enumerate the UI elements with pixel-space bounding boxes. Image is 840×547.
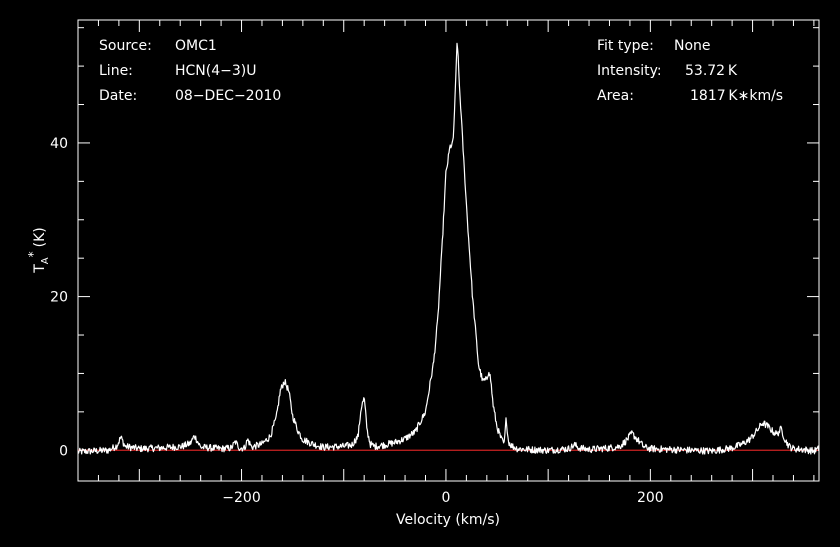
- info-date-value: 08−DEC−2010: [175, 88, 281, 104]
- y-tick-label: 0: [59, 443, 68, 459]
- y-axis-label-superscript: *: [26, 251, 40, 257]
- spectrum-series-line: [77, 42, 820, 455]
- info-source-key: Source:: [99, 38, 152, 54]
- info-area-value: 1817 K∗km/s: [690, 88, 783, 104]
- x-tick-label: 200: [637, 490, 664, 506]
- info-fittype-key: Fit type:: [597, 38, 654, 54]
- info-intensity-value: 53.72 K: [685, 63, 738, 79]
- info-area-key: Area:: [597, 88, 634, 104]
- info-line-value: HCN(4−3)U: [175, 63, 257, 79]
- y-tick-label: 40: [50, 136, 68, 152]
- plot-frame: [77, 19, 820, 482]
- y-axis-label: TA* (K): [26, 227, 51, 274]
- info-date-key: Date:: [99, 88, 137, 104]
- y-tick-label: 20: [50, 290, 68, 306]
- info-source-value: OMC1: [175, 38, 217, 54]
- y-axis-label-subscript: A: [40, 257, 51, 264]
- svg-text:TA*(K): TA* (K): [26, 227, 51, 274]
- y-axis-label-symbol: T: [32, 264, 48, 274]
- x-tick-label: −200: [222, 490, 260, 506]
- info-left: Source: OMC1 Line: HCN(4−3)U Date: 08−DE…: [99, 38, 281, 104]
- info-line-key: Line:: [99, 63, 133, 79]
- x-tick-label: 0: [441, 490, 450, 506]
- info-fittype-value: None: [674, 38, 711, 54]
- tick-labels: −200 0 200 0 20 40: [50, 136, 664, 506]
- y-axis-label-unit: (K): [32, 227, 48, 247]
- info-right: Fit type: None Intensity: 53.72 K Area: …: [597, 38, 783, 104]
- x-axis-label: Velocity (km/s): [396, 512, 500, 528]
- info-intensity-key: Intensity:: [597, 63, 662, 79]
